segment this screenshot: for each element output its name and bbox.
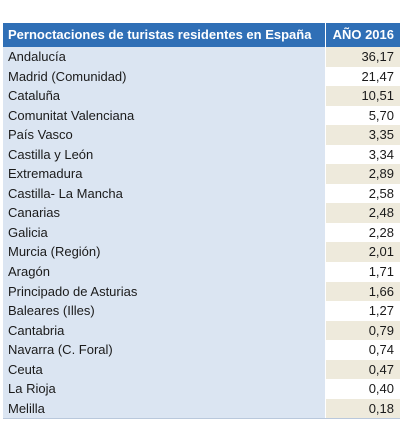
region-cell: Galicia <box>3 222 326 243</box>
table-row: Canarias 2,48 <box>3 203 400 223</box>
value-cell: 3,34 <box>326 144 400 165</box>
value-cell: 10,51 <box>326 86 400 106</box>
value-cell: 1,71 <box>326 262 400 282</box>
region-cell: Madrid (Comunidad) <box>3 66 326 87</box>
table-body: Andalucía 36,17 Madrid (Comunidad) 21,47 Cat… <box>3 47 400 420</box>
region-cell: La Rioja <box>3 379 326 399</box>
value-cell: 0,47 <box>326 359 400 380</box>
value-cell: 0,40 <box>326 379 400 399</box>
region-cell: Castilla- La Mancha <box>3 183 326 204</box>
region-cell: Castilla y León <box>3 144 326 165</box>
value-cell: 0,79 <box>326 320 400 341</box>
value-cell: 2,28 <box>326 222 400 243</box>
table-row: País Vasco 3,35 <box>3 125 400 145</box>
region-cell: Andalucía <box>3 47 326 67</box>
region-cell: Extremadura <box>3 164 326 184</box>
value-cell: 3,35 <box>326 125 400 145</box>
table-row: La Rioja 0,40 <box>3 379 400 399</box>
value-cell: 0,18 <box>326 398 400 419</box>
value-cell: 21,47 <box>326 66 400 87</box>
table-row: Principado de Asturias 1,66 <box>3 281 400 302</box>
value-cell: 1,27 <box>326 301 400 321</box>
region-cell: Principado de Asturias <box>3 281 326 302</box>
value-cell: 2,48 <box>326 203 400 223</box>
table-row: Comunitat Valenciana 5,70 <box>3 105 400 126</box>
region-cell: Ceuta <box>3 359 326 380</box>
table-row: Melilla 0,18 <box>3 398 400 419</box>
table-row: Aragón 1,71 <box>3 262 400 282</box>
table-row: Castilla- La Mancha 2,58 <box>3 183 400 204</box>
region-cell: Comunitat Valenciana <box>3 105 326 126</box>
region-cell: Murcia (Región) <box>3 242 326 263</box>
table-row: Ceuta 0,47 <box>3 359 400 380</box>
value-cell: 2,58 <box>326 183 400 204</box>
value-cell: 0,74 <box>326 340 400 360</box>
table-row: Castilla y León 3,34 <box>3 144 400 165</box>
header-title: Pernoctaciones de turistas residentes en… <box>3 23 326 47</box>
region-cell: Baleares (Illes) <box>3 301 326 321</box>
region-cell: Cantabria <box>3 320 326 341</box>
region-cell: Cataluña <box>3 86 326 106</box>
table-row: Cantabria 0,79 <box>3 320 400 341</box>
region-cell: Aragón <box>3 262 326 282</box>
header-year: AÑO 2016 <box>332 27 394 42</box>
table-row: Cataluña 10,51 <box>3 86 400 106</box>
table-row: Galicia 2,28 <box>3 222 400 243</box>
table-row: Navarra (C. Foral) 0,74 <box>3 340 400 360</box>
value-cell: 2,89 <box>326 164 400 184</box>
table-row: Andalucía 36,17 <box>3 47 400 67</box>
table-row: Murcia (Región) 2,01 <box>3 242 400 263</box>
table-row: Madrid (Comunidad) 21,47 <box>3 66 400 87</box>
value-cell: 36,17 <box>326 47 400 67</box>
value-cell: 1,66 <box>326 281 400 302</box>
region-cell: País Vasco <box>3 125 326 145</box>
region-cell: Navarra (C. Foral) <box>3 340 326 360</box>
region-cell: Canarias <box>3 203 326 223</box>
table-row: Baleares (Illes) 1,27 <box>3 301 400 321</box>
region-cell: Melilla <box>3 398 326 419</box>
data-table: Pernoctaciones de turistas residentes en… <box>3 23 400 420</box>
table-row: Extremadura 2,89 <box>3 164 400 184</box>
table-header: Pernoctaciones de turistas residentes en… <box>3 23 400 47</box>
value-cell: 5,70 <box>326 105 400 126</box>
value-cell: 2,01 <box>326 242 400 263</box>
